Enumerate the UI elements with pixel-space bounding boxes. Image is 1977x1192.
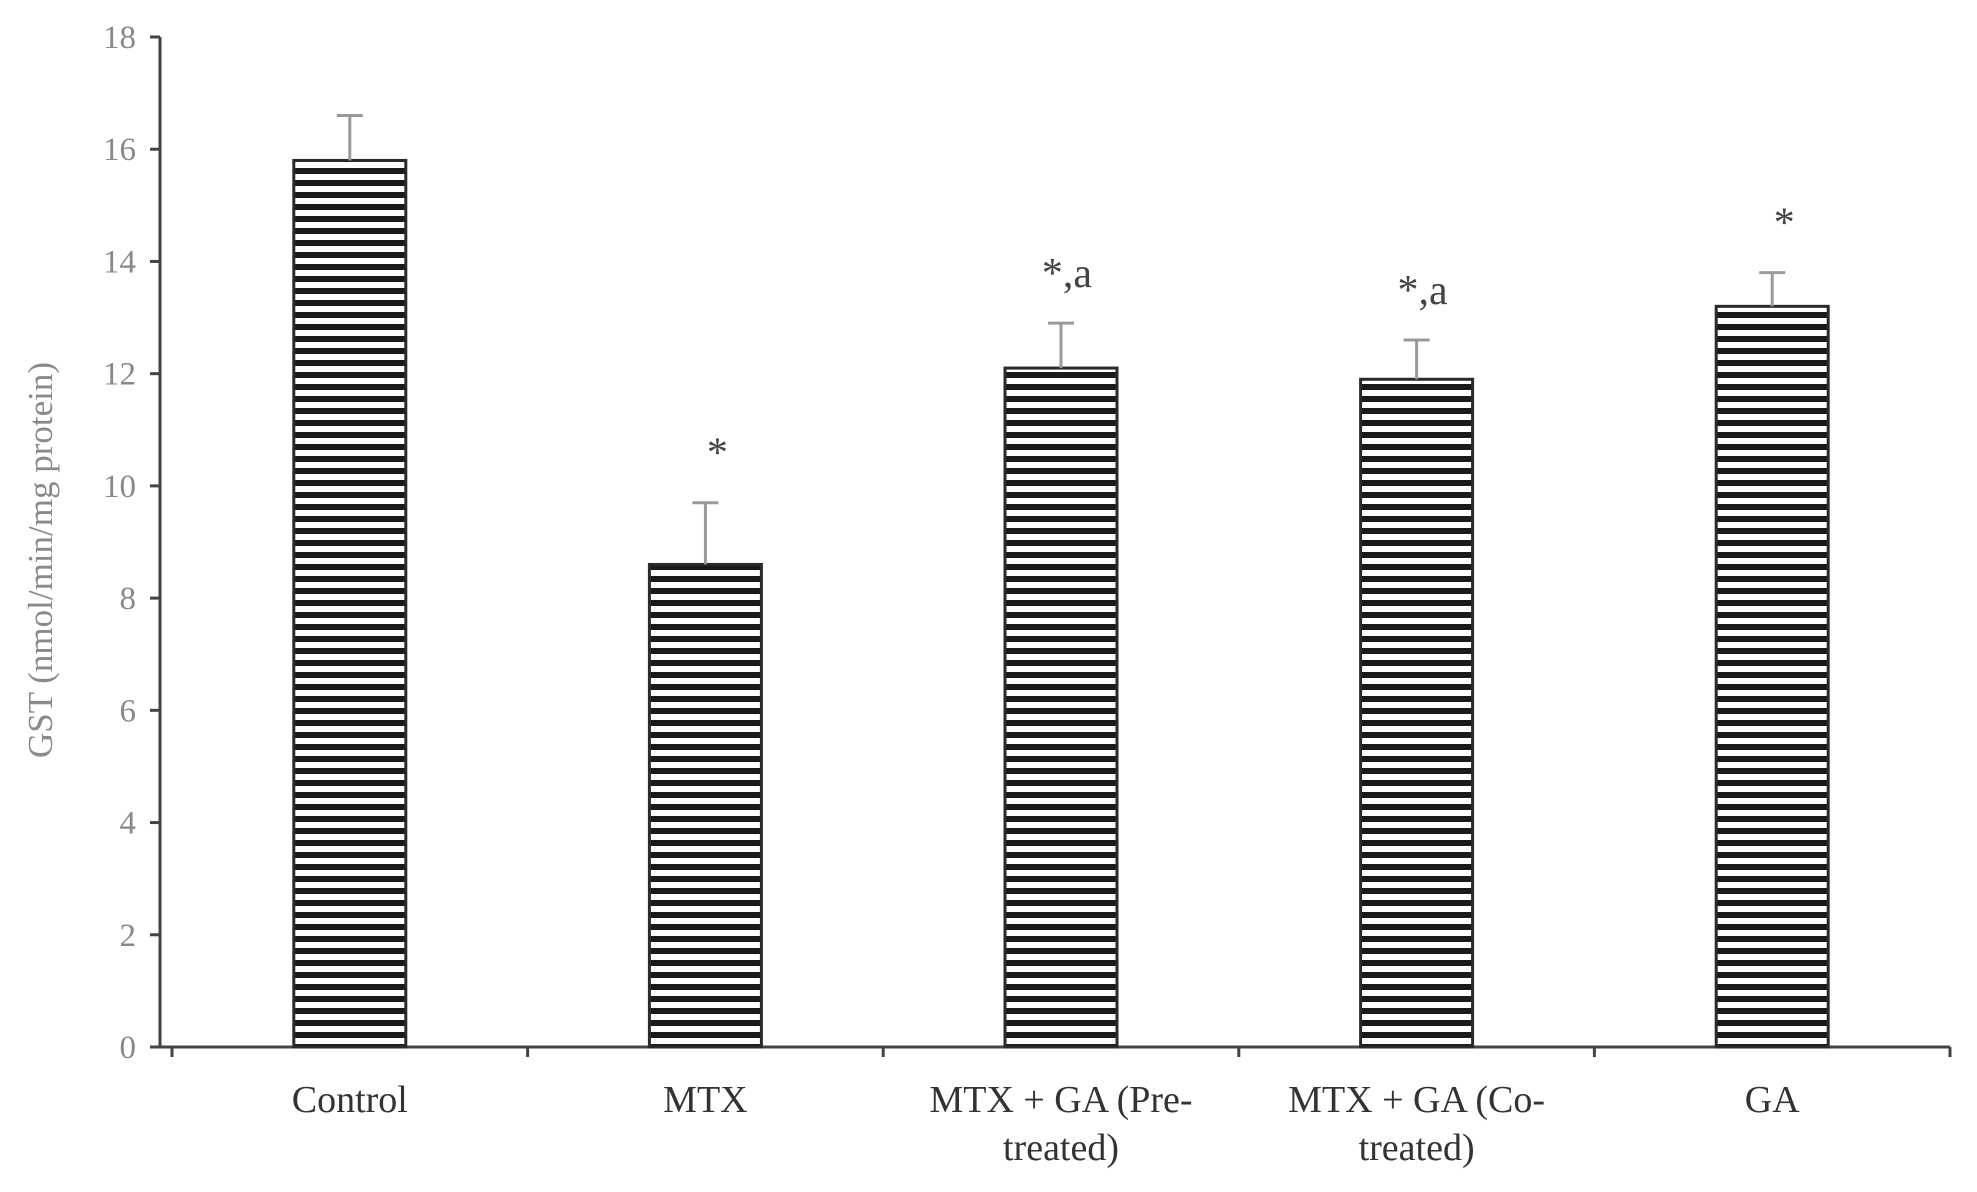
y-axis-label: GST (nmol/min/mg protein) [21,362,60,758]
y-tick-label: 12 [103,357,136,393]
significance-annotation: *,a [1042,251,1093,297]
y-tick-label: 14 [103,244,136,280]
significance-annotation: * [1774,201,1795,247]
bar [1005,368,1117,1047]
y-tick-label: 8 [120,581,137,617]
x-category-label: Control [292,1079,408,1121]
x-category-label: MTX + GA (Pre- [929,1079,1192,1121]
y-tick-label: 18 [103,20,136,56]
x-category-label: MTX [663,1079,747,1121]
y-tick-label: 4 [120,806,137,842]
bar [1716,306,1829,1047]
x-category-label: treated) [1003,1127,1119,1169]
plot-area: 0 2 4 6 8 10 12 14 16 18 Control * MTX *,a MTX + GA (P… [103,20,1952,1169]
bar [293,160,406,1047]
bar [1360,379,1473,1047]
x-category-label: GA [1745,1079,1800,1121]
y-tick-label: 10 [103,469,136,505]
bar [649,564,762,1047]
y-tick-label: 0 [120,1030,137,1066]
x-category-label: MTX + GA (Co- [1288,1079,1545,1121]
x-category-label: treated) [1359,1127,1475,1169]
significance-annotation: * [707,431,728,477]
y-tick-label: 2 [120,918,137,954]
significance-annotation: *,a [1398,268,1449,314]
y-tick-label: 6 [120,693,137,729]
y-tick-label: 16 [103,132,136,168]
